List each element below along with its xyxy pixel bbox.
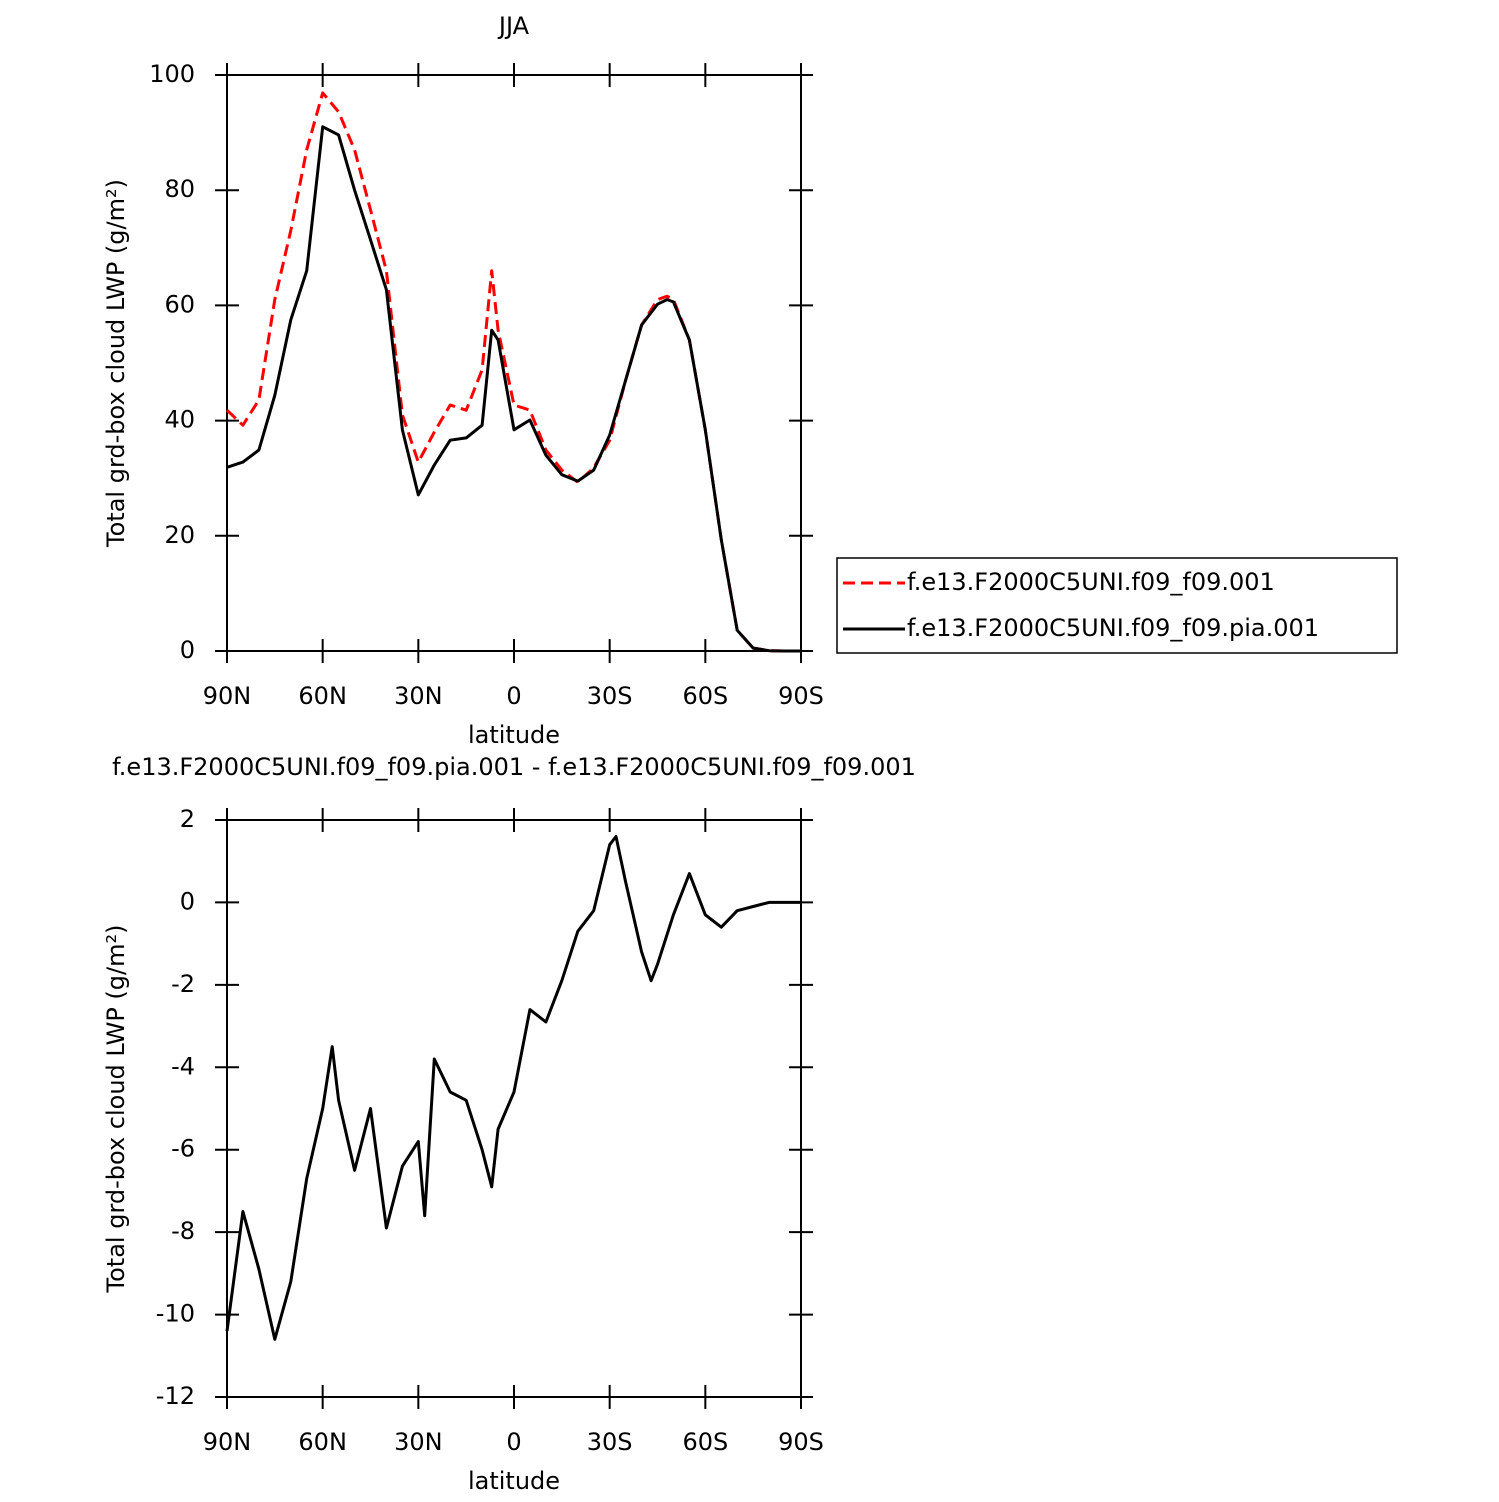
x-tick-label: 90N [203,1428,252,1456]
x-tick-label: 60S [682,682,728,710]
chart-title: f.e13.F2000C5UNI.f09_f09.pia.001 - f.e13… [112,753,916,781]
x-axis-label: latitude [468,721,560,749]
y-tick-label: 0 [180,636,195,664]
y-tick-label: -6 [171,1135,195,1163]
series-line [225,835,801,1341]
y-tick-label: 20 [164,521,195,549]
plot-frame [226,819,802,1398]
x-tick-label: 30S [587,1428,633,1456]
x-tick-label: 60S [682,1428,728,1456]
y-tick-label: -4 [171,1052,195,1080]
x-tick-label: 90S [778,682,824,710]
y-axis-label: Total grd-box cloud LWP (g/m²) [102,179,130,548]
y-tick-label: -12 [156,1382,195,1410]
x-tick-label: 30S [587,682,633,710]
y-tick-label: -8 [171,1217,195,1245]
x-tick-label: 60N [298,1428,347,1456]
chart-title: JJA [497,12,530,40]
x-tick-label: 0 [506,1428,521,1456]
y-tick-label: 60 [164,290,195,318]
x-tick-label: 30N [394,1428,443,1456]
y-tick-label: 0 [180,887,195,915]
y-axis-label: Total grd-box cloud LWP (g/m²) [102,925,130,1294]
y-tick-label: -2 [171,970,195,998]
plot-frame [226,74,802,652]
y-tick-label: 100 [149,60,195,88]
series-line [225,91,801,653]
x-tick-label: 30N [394,682,443,710]
x-tick-label: 90N [203,682,252,710]
y-tick-label: 2 [180,805,195,833]
x-tick-label: 90S [778,1428,824,1456]
legend-label: f.e13.F2000C5UNI.f09_f09.001 [907,568,1275,596]
legend-label: f.e13.F2000C5UNI.f09_f09.pia.001 [907,614,1319,642]
series-line [226,125,801,653]
legend-box [836,557,1398,654]
x-tick-label: 60N [298,682,347,710]
x-tick-label: 0 [506,682,521,710]
y-tick-label: -10 [156,1300,195,1328]
x-axis-label: latitude [468,1467,560,1495]
y-tick-label: 80 [164,175,195,203]
y-tick-label: 40 [164,406,195,434]
